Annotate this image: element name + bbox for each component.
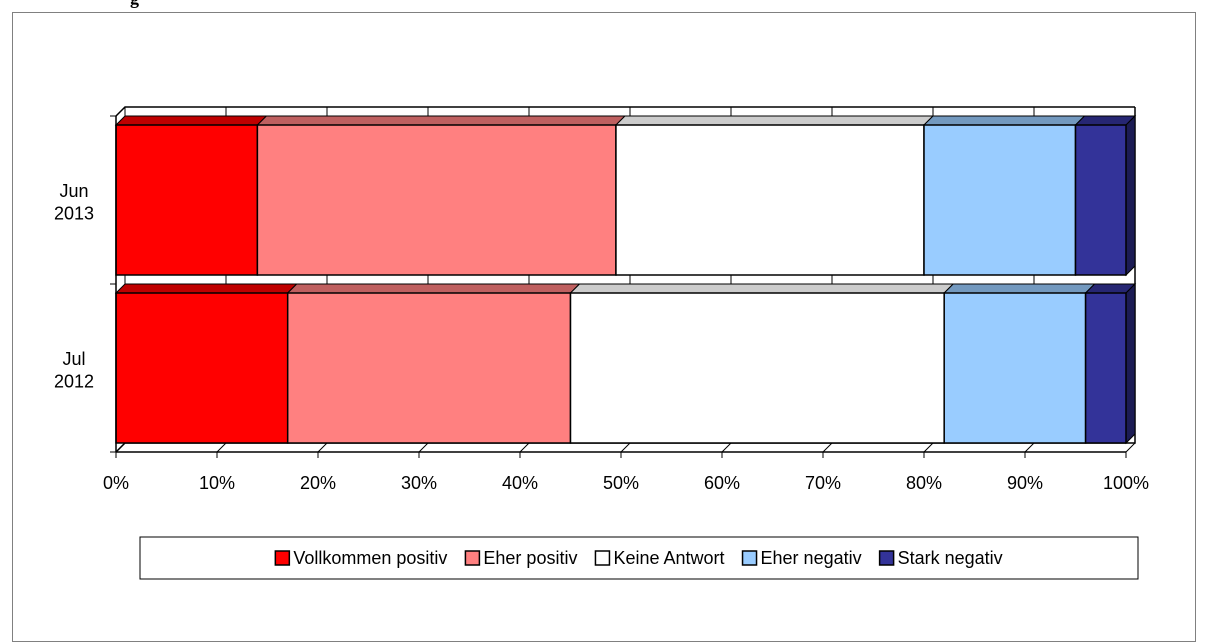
legend-swatch [878, 550, 895, 566]
bar-top-face [922, 115, 1086, 126]
legend: Vollkommen positiv Eher positiv Keine Antw… [139, 536, 1139, 580]
bar-segment [115, 292, 289, 444]
x-tick-label: 0% [103, 473, 129, 493]
gridline-floor [418, 442, 429, 453]
legend-label: Vollkommen positiv [293, 548, 447, 568]
bar-segment [286, 292, 572, 444]
bar-top-face [114, 115, 268, 126]
category-label-line: Jun [59, 181, 88, 201]
bar-segment [256, 124, 617, 276]
legend-label: Eher negativ [761, 548, 862, 568]
bar-top-face [286, 283, 581, 294]
x-tick-label: 50% [603, 473, 639, 493]
gridline-floor [822, 442, 833, 453]
bar-top-face [569, 283, 955, 294]
x-tick-label: 20% [300, 473, 336, 493]
legend-label: Eher positiv [483, 548, 577, 568]
x-tick-label: 70% [805, 473, 841, 493]
gridline-floor [519, 442, 530, 453]
x-tick-label: 10% [199, 473, 235, 493]
bar-segment [115, 124, 259, 276]
axis-layer: Jul 2012 Jun 2013 0% 10% 20% 30% 40% 50% 60% 70% 80%… [54, 115, 1149, 493]
legend-swatch [594, 550, 611, 566]
gridline-floor [620, 442, 631, 453]
legend-box [139, 536, 1139, 580]
x-tick-label: 30% [401, 473, 437, 493]
x-tick-label: 80% [906, 473, 942, 493]
bar-segment [615, 124, 925, 276]
legend-label: Stark negativ [898, 548, 1003, 568]
bars-layer [114, 114, 1137, 445]
gridline-floor [1024, 442, 1035, 453]
x-tick-label: 40% [502, 473, 538, 493]
x-tick-label: 90% [1007, 473, 1043, 493]
gridline-floor [317, 442, 328, 453]
bar-top-face [114, 283, 298, 294]
legend-label: Keine Antwort [613, 548, 724, 568]
bar-top-face [256, 115, 627, 126]
category-label-line: 2013 [54, 204, 94, 224]
category-label-line: Jul [62, 349, 85, 369]
x-tick-label: 60% [704, 473, 740, 493]
bar-segment [1084, 292, 1127, 444]
gridline-floor [923, 442, 934, 453]
category-label: Jul 2012 [54, 349, 94, 392]
bar-segment [923, 124, 1077, 276]
stacked-bar-chart: Jul 2012 Jun 2013 0% 10% 20% 30% 40% 50% 60% 70% 80%… [54, 106, 1149, 580]
gridline-floor [721, 442, 732, 453]
gridline-floor [216, 442, 227, 453]
legend-swatch [464, 550, 481, 566]
gridline-floor [1125, 442, 1136, 453]
category-label-line: 2012 [54, 372, 94, 392]
bar-segment [943, 292, 1087, 444]
legend-swatch [274, 550, 291, 566]
bar-top-face [614, 115, 935, 126]
gridline-floor [115, 442, 126, 453]
bar-side-face [1125, 282, 1136, 445]
bar-side-face [1125, 114, 1136, 277]
bar-top-face [942, 283, 1096, 294]
legend-swatch [741, 550, 758, 566]
bar-top-face [1074, 115, 1137, 126]
header-fragment: g [130, 0, 139, 9]
bar-segment [1074, 124, 1127, 276]
bar-segment [569, 292, 945, 444]
category-label: Jun 2013 [54, 181, 94, 224]
x-tick-label: 100% [1103, 473, 1149, 493]
